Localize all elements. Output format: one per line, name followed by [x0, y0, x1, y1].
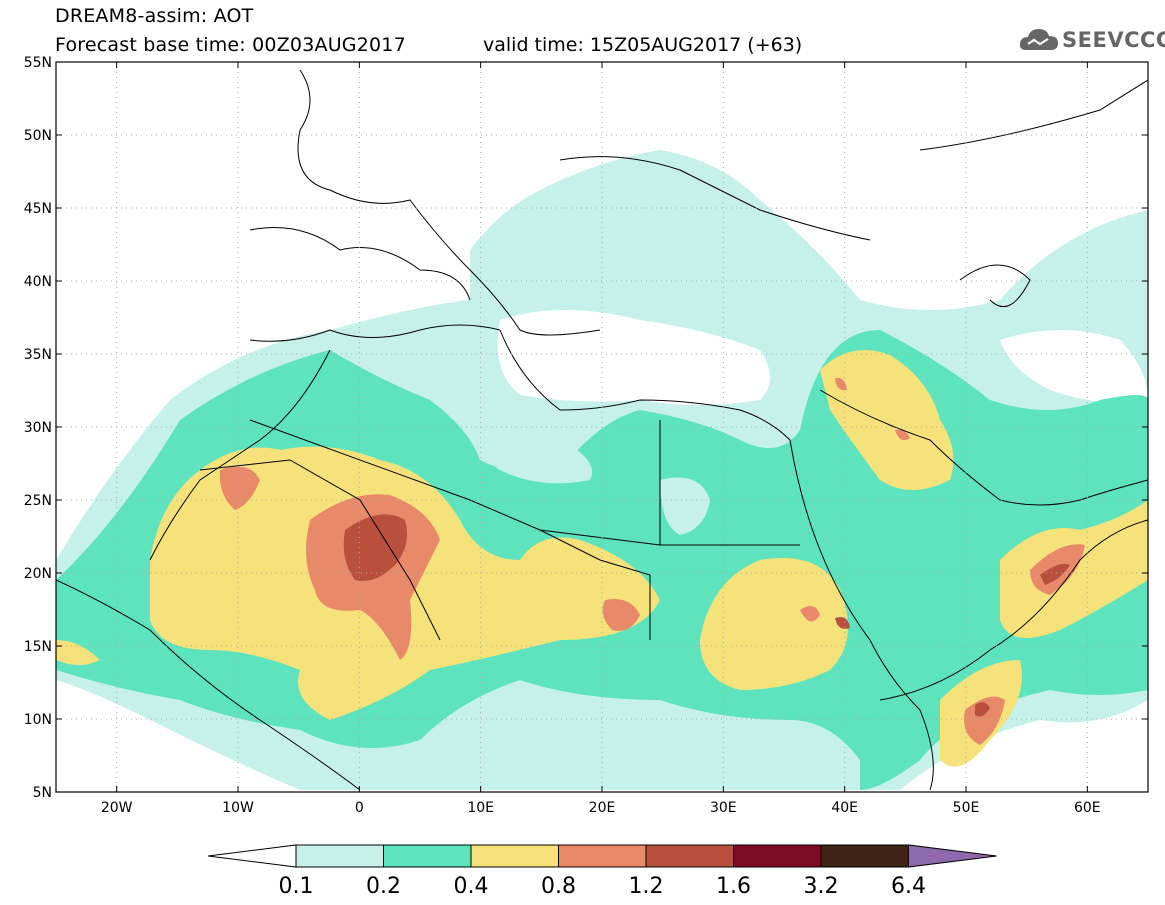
map-title: DREAM8-assim: AOT — [55, 5, 254, 27]
lat-tick-label: 15N — [24, 639, 52, 655]
colorbar-level-label: 0.2 — [366, 874, 401, 899]
lat-tick-label: 45N — [24, 201, 52, 217]
lat-tick-label: 20N — [24, 566, 52, 582]
lat-tick-label: 35N — [24, 347, 52, 363]
lon-tick-label: 20W — [101, 800, 133, 816]
lon-tick-label: 20E — [589, 800, 616, 816]
lon-tick-label: 50E — [953, 800, 980, 816]
lat-tick-label: 5N — [33, 785, 52, 801]
cloud-icon — [1019, 29, 1058, 50]
aot-level-1.2 — [343, 514, 408, 581]
colorbar-box — [470, 844, 559, 868]
seevccc-logo: SEEVCCC — [1018, 24, 1165, 60]
colorbar-box — [820, 844, 909, 868]
colorbar: 0.1 0.2 0.4 0.8 1.2 1.6 3.2 6.4 — [207, 844, 997, 899]
colorbar-box — [383, 844, 472, 868]
map-axes: 55N 50N 45N 40N 35N 30N 25N 20N 15N 10N 5N 20W 10W 0 1… — [24, 55, 1148, 816]
forecast-base-time: Forecast base time: 00Z03AUG2017 — [55, 34, 406, 56]
lat-tick-label: 10N — [24, 712, 52, 728]
colorbar-level-label: 1.6 — [716, 874, 751, 899]
colorbar-level-label: 6.4 — [891, 874, 926, 899]
lon-tick-label: 10W — [222, 800, 254, 816]
colorbar-level-label: 0.8 — [541, 874, 576, 899]
valid-time: valid time: 15Z05AUG2017 (+63) — [483, 34, 803, 56]
lat-tick-label: 30N — [24, 420, 52, 436]
colorbar-box — [295, 844, 384, 868]
lon-tick-label: 0 — [355, 800, 364, 816]
lat-tick-label: 55N — [24, 55, 52, 71]
graticule-grid — [56, 62, 1148, 792]
colorbar-box — [558, 844, 647, 868]
lon-tick-label: 60E — [1074, 800, 1101, 816]
colorbar-level-label: 3.2 — [804, 874, 839, 899]
colorbar-level-label: 0.1 — [279, 874, 314, 899]
logo-text: SEEVCCC — [1062, 28, 1165, 52]
colorbar-box — [645, 844, 734, 868]
lat-tick-label: 40N — [24, 274, 52, 290]
colorbar-level-label: 0.4 — [454, 874, 489, 899]
lon-tick-label: 40E — [831, 800, 858, 816]
colorbar-level-label: 1.2 — [629, 874, 664, 899]
lat-tick-label: 50N — [24, 128, 52, 144]
colorbar-box — [733, 844, 822, 868]
colorbar-over-triangle — [908, 844, 997, 868]
lon-tick-label: 10E — [467, 800, 494, 816]
lon-tick-label: 30E — [710, 800, 737, 816]
colorbar-under-triangle — [207, 844, 297, 868]
lat-tick-label: 25N — [24, 493, 52, 509]
coastlines-borders — [56, 69, 1148, 791]
